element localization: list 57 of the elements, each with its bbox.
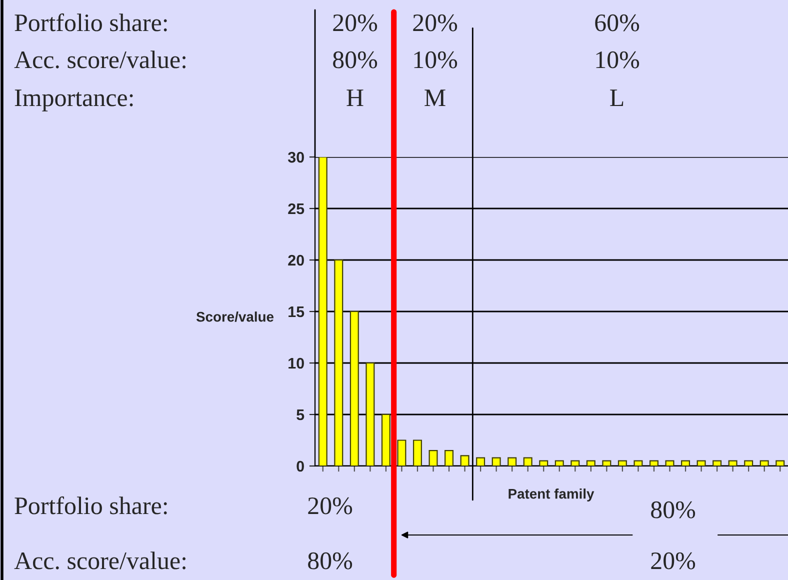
bar — [460, 455, 470, 466]
text: 80% — [308, 552, 352, 570]
text: Importance: — [14, 90, 133, 112]
bar — [492, 457, 501, 466]
bar — [366, 362, 375, 466]
bar — [570, 460, 580, 466]
bar — [397, 440, 406, 466]
text: 80% — [651, 501, 696, 518]
bar — [508, 457, 517, 466]
x-axis-title: Patent family — [508, 488, 594, 502]
text: M — [424, 90, 446, 106]
bar — [728, 460, 738, 466]
y-tick-label: 20 — [288, 254, 304, 266]
y-tick-label: 15 — [288, 306, 304, 318]
text: 20% — [413, 14, 458, 32]
bar — [539, 460, 548, 466]
y-tick-label: 0 — [296, 460, 304, 472]
y-tick-label: 25 — [288, 203, 304, 214]
text: H — [346, 90, 364, 106]
text: 10% — [596, 51, 640, 68]
bar — [634, 460, 643, 466]
bar — [776, 460, 785, 466]
text: 10% — [414, 51, 458, 68]
y-tick-label: 30 — [288, 152, 304, 163]
bar — [681, 460, 690, 466]
bar — [334, 259, 344, 466]
text: 80% — [333, 51, 378, 68]
bar — [350, 310, 359, 466]
bar — [428, 450, 438, 466]
bar — [412, 440, 422, 466]
bar — [696, 460, 706, 466]
bar — [381, 414, 390, 466]
bar — [618, 460, 627, 466]
y-tick-label: 10 — [288, 358, 304, 369]
text: 60% — [595, 14, 640, 32]
bar — [476, 457, 486, 466]
y-tick-label: 5 — [296, 410, 304, 420]
bar — [665, 460, 674, 466]
text: Acc. score/value: — [14, 552, 186, 570]
text: Portfolio share: — [14, 13, 167, 32]
text: Portfolio share: — [14, 496, 167, 514]
bar — [712, 460, 722, 466]
bar — [586, 460, 596, 466]
text: Acc. score/value: — [14, 50, 186, 68]
text: 20% — [651, 552, 696, 570]
bar — [318, 157, 328, 466]
bar — [444, 450, 454, 466]
bar — [760, 460, 769, 466]
text: L — [610, 90, 624, 106]
bar — [554, 460, 564, 466]
bar — [602, 460, 612, 466]
y-axis-title: Score/value — [196, 312, 274, 322]
bar — [744, 460, 754, 466]
bar — [523, 457, 532, 466]
text: 20% — [333, 14, 378, 32]
text: 20% — [308, 497, 352, 514]
bar — [649, 460, 658, 466]
